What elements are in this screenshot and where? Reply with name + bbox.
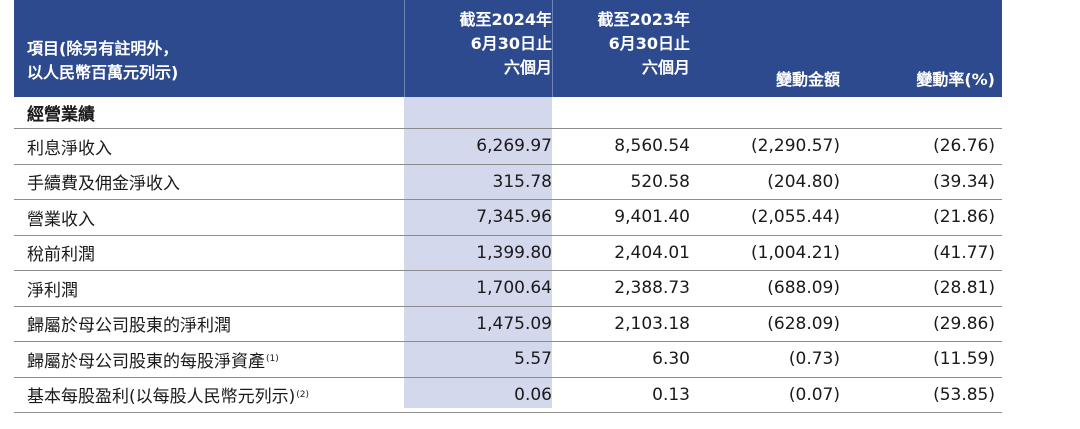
column-divider [552,0,553,97]
value-2023: 9,401.40 [614,207,690,228]
data-rows: 利息淨收入 6,269.97 8,560.54 (2,290.57) (26.76) 手續… [14,129,1002,413]
table-row: 利息淨收入 6,269.97 8,560.54 (2,290.57) (26.76) [14,129,1002,165]
value-2024: 315.78 [492,171,552,192]
change-rate: (39.34) [933,171,995,192]
change-rate: (41.77) [933,242,995,263]
table-body: 經營業績 利息淨收入 6,269.97 8,560.54 (2,290.57) (26.… [14,97,1002,413]
row-label: 營業收入 [27,209,95,230]
table-row: 營業收入 7,345.96 9,401.40 (2,055.44) (21.86) [14,200,1002,236]
value-2023: 6.30 [652,349,690,370]
change-rate: (29.86) [933,313,995,334]
header-period-2023: 截至2023年 6月30日止 六個月 [597,10,690,77]
value-2023: 520.58 [630,171,690,192]
highlight-column [404,97,552,408]
change-rate: (28.81) [933,278,995,299]
financial-table: 項目(除另有註明外， 以人民幣百萬元列示) 截至2024年 6月30日止 六個月… [14,0,1002,413]
header-rate: 變動率(%) [916,70,995,89]
table-row: 基本每股盈利(以每股人民幣元列示) (2) 0.06 0.13 (0.07) (53.85… [14,378,1002,413]
change-amount: (1,004.21) [751,242,840,263]
header-change: 變動金額 [775,70,840,89]
change-rate: (21.86) [933,207,995,228]
value-2024: 1,399.80 [476,242,552,263]
table-row: 手續費及佣金淨收入 315.78 520.58 (204.80) (39.34) [14,165,1002,200]
row-label: 利息淨收入 [27,138,112,159]
value-2024: 7,345.96 [476,207,552,228]
section-title: 經營業績 [27,105,95,125]
change-rate: (11.59) [933,349,995,370]
value-2023: 8,560.54 [614,136,690,157]
value-2024: 6,269.97 [476,136,552,157]
change-amount: (0.73) [788,349,840,370]
change-amount: (688.09) [767,278,840,299]
table-header: 項目(除另有註明外， 以人民幣百萬元列示) 截至2024年 6月30日止 六個月… [14,0,1002,97]
column-divider [404,0,405,97]
row-label: 歸屬於母公司股東的每股淨資產 (1) [27,351,279,372]
value-2023: 2,404.01 [614,242,690,263]
table-row: 歸屬於母公司股東的每股淨資產 (1) 5.57 6.30 (0.73) (11.59) [14,342,1002,378]
header-item: 項目(除另有註明外， 以人民幣百萬元列示) [27,39,179,82]
change-amount: (2,290.57) [751,136,840,157]
header-period-2024: 截至2024年 6月30日止 六個月 [459,10,552,77]
row-label: 淨利潤 [27,280,78,301]
table-row: 淨利潤 1,700.64 2,388.73 (688.09) (28.81) [14,271,1002,307]
section-row: 經營業績 [14,97,1002,129]
row-label: 稅前利潤 [27,245,95,266]
row-label: 歸屬於母公司股東的淨利潤 [27,316,231,337]
change-rate: (53.85) [933,384,995,405]
change-amount: (0.07) [788,384,840,405]
change-rate: (26.76) [933,136,995,157]
value-2023: 0.13 [652,384,690,405]
value-2024: 1,700.64 [476,278,552,299]
change-amount: (2,055.44) [751,207,840,228]
change-amount: (204.80) [767,171,840,192]
row-label: 手續費及佣金淨收入 [27,174,180,195]
table-row: 稅前利潤 1,399.80 2,404.01 (1,004.21) (41.77) [14,236,1002,271]
table-row: 歸屬於母公司股東的淨利潤 1,475.09 2,103.18 (628.09) (29.… [14,307,1002,342]
value-2024: 1,475.09 [476,313,552,334]
value-2023: 2,388.73 [614,278,690,299]
value-2023: 2,103.18 [614,313,690,334]
value-2024: 0.06 [514,384,552,405]
row-label: 基本每股盈利(以每股人民幣元列示) (2) [27,387,310,408]
change-amount: (628.09) [767,313,840,334]
value-2024: 5.57 [514,349,552,370]
